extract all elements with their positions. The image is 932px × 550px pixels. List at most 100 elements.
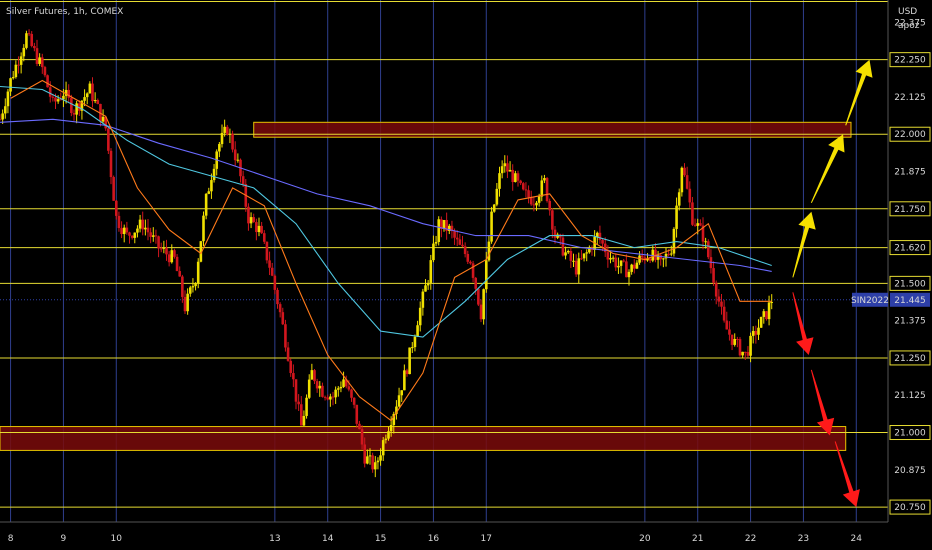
candle-body-181 — [477, 288, 480, 305]
candle-body-196 — [516, 173, 520, 181]
candle-body-21 — [54, 97, 57, 102]
candle-body-17 — [43, 67, 47, 76]
candle-body-209 — [551, 210, 554, 230]
candle-body-147 — [387, 431, 390, 439]
candle-body-192 — [506, 163, 509, 172]
candle-body-125 — [329, 396, 332, 400]
candle-body-256 — [675, 205, 678, 229]
candle-body-236 — [622, 260, 626, 262]
candle-body-233 — [614, 257, 618, 268]
candle-body-29 — [75, 103, 78, 115]
candle-body-4 — [9, 78, 12, 92]
candle-body-62 — [162, 247, 166, 249]
last-price-box — [890, 292, 930, 307]
candle-body-102 — [268, 260, 271, 268]
candle-body-86 — [225, 126, 229, 135]
last-price-tag: SIN2022 21.445 — [851, 292, 930, 307]
candle-body-114 — [299, 404, 303, 426]
candle-body-42 — [109, 150, 113, 178]
candle-body-289 — [762, 311, 766, 317]
candle-body-101 — [265, 241, 269, 261]
y-tick-box-11 — [889, 425, 931, 441]
candle-body-273 — [720, 301, 723, 307]
candle-body-9 — [22, 47, 26, 57]
candle-body-123 — [323, 396, 327, 398]
candle-body-191 — [503, 163, 507, 167]
candle-body-33 — [85, 93, 89, 98]
candle-body-237 — [625, 261, 628, 278]
candle-body-126 — [331, 396, 335, 398]
candle-body-94 — [247, 206, 250, 224]
candle-body-186 — [490, 211, 493, 242]
x-tick-label-6: 16 — [428, 534, 440, 544]
candle-body-78 — [204, 193, 208, 216]
candle-body-107 — [281, 312, 285, 325]
candle-body-240 — [632, 264, 636, 269]
candle-body-43 — [112, 177, 115, 201]
candle-body-246 — [648, 258, 652, 261]
candle-body-158 — [416, 325, 419, 337]
y-tick-label-10: 21.125 — [894, 391, 926, 401]
candle-body-36 — [93, 100, 97, 102]
candle-body-250 — [659, 255, 663, 260]
candle-body-77 — [202, 215, 205, 242]
candle-body-12 — [30, 34, 34, 47]
candle-body-73 — [191, 286, 195, 288]
candle-body-290 — [765, 311, 768, 320]
candle-body-279 — [736, 339, 739, 341]
candle-body-137 — [360, 429, 364, 445]
y-tick-label-2: 22.125 — [894, 93, 926, 103]
candle-body-283 — [746, 352, 750, 356]
candle-body-48 — [125, 227, 129, 233]
candle-body-55 — [144, 227, 147, 230]
candle-body-113 — [297, 401, 300, 405]
candle-body-220 — [580, 258, 583, 260]
zone-box-0 — [253, 121, 852, 138]
candle-body-37 — [96, 100, 100, 104]
candle-body-257 — [677, 192, 681, 206]
candle-body-211 — [556, 234, 559, 238]
candle-body-185 — [487, 241, 491, 261]
candle-body-261 — [688, 188, 692, 203]
x-axis-background — [0, 522, 932, 550]
candle-body-270 — [712, 268, 715, 283]
candle-body-99 — [260, 225, 263, 234]
candle-body-286 — [754, 330, 758, 335]
candle-body-262 — [691, 202, 694, 225]
candle-body-87 — [228, 133, 232, 135]
x-tick-label-4: 14 — [322, 534, 334, 544]
y-tick-label-12: 20.875 — [894, 466, 926, 476]
candle-body-30 — [77, 103, 81, 111]
candle-body-167 — [440, 219, 443, 229]
candle-body-183 — [482, 289, 485, 320]
candle-body-180 — [474, 277, 478, 289]
candle-body-215 — [566, 250, 570, 253]
y-tick-label-8: 21.375 — [894, 317, 926, 327]
candle-body-179 — [471, 263, 475, 278]
candle-body-108 — [284, 324, 287, 348]
y-axis-background — [888, 0, 932, 550]
candle-body-163 — [429, 260, 433, 283]
candle-body-168 — [442, 219, 446, 229]
candle-body-153 — [403, 370, 406, 391]
candle-body-59 — [154, 235, 158, 237]
candle-body-282 — [743, 351, 747, 353]
candle-body-44 — [114, 200, 118, 216]
last-price-label: 21.445 — [894, 296, 926, 306]
y-tick-box-6 — [889, 240, 931, 256]
arrow-4 — [810, 369, 835, 436]
candle-body-145 — [381, 440, 385, 456]
candle-body-173 — [455, 237, 459, 240]
candle-body-111 — [292, 373, 295, 380]
candle-body-133 — [350, 389, 353, 398]
candle-body-58 — [151, 235, 155, 237]
candle-body-268 — [706, 241, 710, 258]
x-tick-label-12: 24 — [851, 534, 863, 544]
candle-body-60 — [157, 236, 160, 249]
ma-slow-line — [0, 118, 772, 272]
candle-body-228 — [601, 240, 604, 244]
candle-body-218 — [574, 260, 578, 275]
